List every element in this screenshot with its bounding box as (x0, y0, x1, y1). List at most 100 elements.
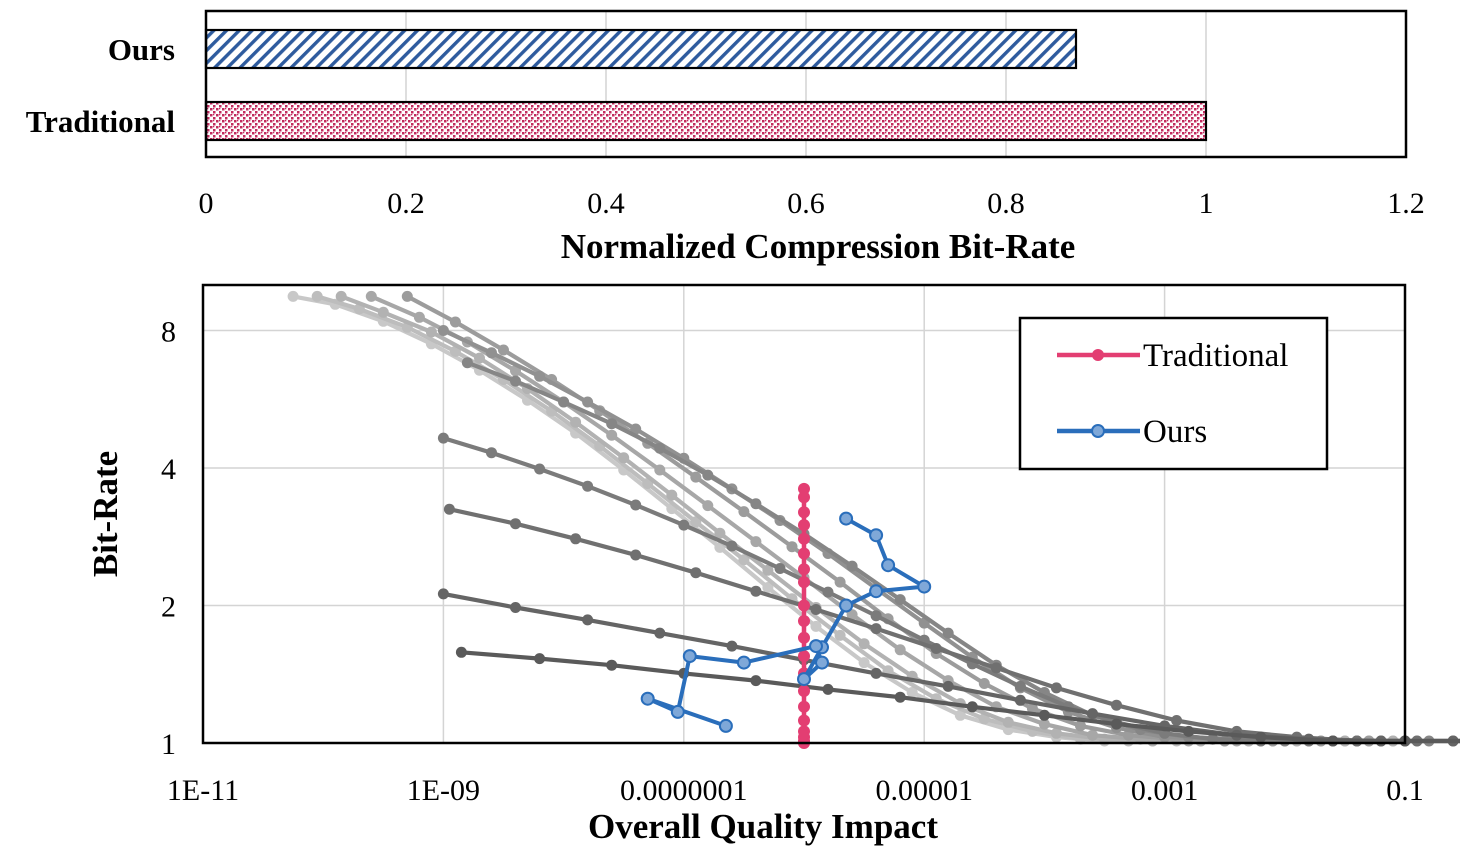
background-point (437, 588, 449, 600)
bar-x-tick-label: 0.8 (987, 187, 1025, 220)
background-point (738, 506, 750, 518)
line-y-tick-labels: 1 2 4 8 (161, 316, 176, 762)
traditional-point (798, 519, 810, 532)
traditional-point (798, 532, 810, 545)
ours-point (736, 655, 751, 670)
ours-point (869, 528, 884, 543)
background-point (1327, 735, 1339, 747)
background-point (1075, 720, 1086, 732)
background-point (377, 306, 389, 318)
background-point (858, 657, 870, 669)
bar-marks (204, 28, 1208, 142)
bar-category-labels: Ours Traditional (26, 32, 176, 139)
traditional-point (798, 491, 810, 504)
background-point (437, 325, 449, 336)
ours-point (797, 672, 811, 687)
background-point (413, 311, 425, 323)
background-point (1111, 699, 1122, 711)
traditional-point (798, 563, 810, 576)
background-point (1014, 694, 1026, 706)
background-point (570, 416, 582, 428)
background-point (1050, 727, 1062, 739)
traditional-point (798, 650, 810, 663)
background-point (726, 540, 738, 552)
ours-point (670, 704, 685, 719)
background-point (750, 585, 762, 597)
line-chart: 1E-11 1E-09 0.0000001 0.00001 0.001 0.1 1248 … (86, 283, 1460, 846)
bar-x-tick-label: 0 (199, 187, 214, 220)
background-point (750, 536, 762, 548)
line-x-tick-label: 0.1 (1386, 774, 1424, 807)
background-point (630, 423, 642, 435)
background-point (1183, 725, 1195, 737)
line-x-axis-title: Overall Quality Impact (588, 807, 938, 846)
legend-box (1018, 316, 1329, 471)
background-point (287, 290, 299, 302)
background-point (906, 687, 918, 698)
bar-x-axis-title: Normalized Compression Bit-Rate (561, 227, 1076, 266)
background-point (534, 463, 546, 475)
background-point (401, 290, 413, 302)
background-point (425, 326, 437, 338)
background-point (726, 640, 738, 652)
bar-x-tick-label: 0.6 (787, 187, 825, 220)
background-point (1014, 680, 1026, 692)
background-point (834, 576, 846, 588)
background-point (666, 489, 678, 501)
bar-x-tick-labels: 0 0.2 0.4 0.6 0.8 1 1.2 (199, 187, 1425, 220)
line-y-axis-title: Bit-Rate (86, 451, 125, 577)
ours-point (809, 639, 823, 654)
background-point (822, 683, 834, 695)
bar-traditional (204, 100, 1208, 142)
background-point (365, 290, 377, 302)
bar-x-tick-label: 0.2 (387, 187, 425, 220)
background-point (630, 499, 642, 511)
bar-ours (204, 28, 1078, 70)
background-point (498, 344, 509, 356)
background-point (1038, 709, 1050, 721)
background-point (510, 518, 521, 530)
line-x-tick-label: 0.00001 (875, 774, 973, 807)
background-point (474, 352, 485, 364)
legend-ours-marker (1091, 424, 1105, 438)
background-point (510, 375, 521, 387)
background-point (702, 469, 714, 481)
background-point (1111, 718, 1122, 730)
background-point (738, 554, 750, 566)
background-point (942, 627, 954, 639)
bar-x-tick-label: 1.2 (1387, 187, 1425, 220)
traditional-point (798, 615, 810, 627)
background-point (582, 396, 594, 408)
line-x-tick-labels: 1E-11 1E-09 0.0000001 0.00001 0.001 0.1 (167, 774, 1424, 807)
background-point (762, 564, 774, 576)
background-point (678, 519, 690, 531)
background-point (486, 347, 497, 359)
legend-ours-label: Ours (1143, 414, 1207, 450)
background-point (990, 662, 1002, 674)
ours-point (682, 649, 697, 664)
background-point (978, 678, 990, 689)
background-point (449, 316, 461, 328)
background-point (870, 623, 882, 635)
background-point (894, 691, 906, 703)
background-point (1171, 715, 1183, 726)
legend-traditional-label: Traditional (1143, 338, 1288, 374)
background-point (786, 541, 798, 553)
line-x-tick-label: 1E-11 (167, 774, 239, 807)
background-point (1255, 731, 1267, 743)
line-y-tick-label: 1 (161, 728, 176, 761)
background-point (774, 563, 786, 574)
background-point (846, 609, 858, 621)
traditional-point (798, 547, 810, 560)
bar-x-tick-label: 1 (1199, 187, 1214, 220)
background-point (1038, 718, 1050, 730)
line-x-tick-label: 1E-09 (407, 774, 480, 807)
background-point (558, 396, 570, 408)
background-point (966, 701, 978, 713)
traditional-point (798, 685, 810, 697)
background-curve (443, 591, 1460, 744)
ours-point (839, 598, 854, 613)
traditional-point (798, 576, 810, 589)
line-y-tick-label: 8 (161, 316, 176, 349)
